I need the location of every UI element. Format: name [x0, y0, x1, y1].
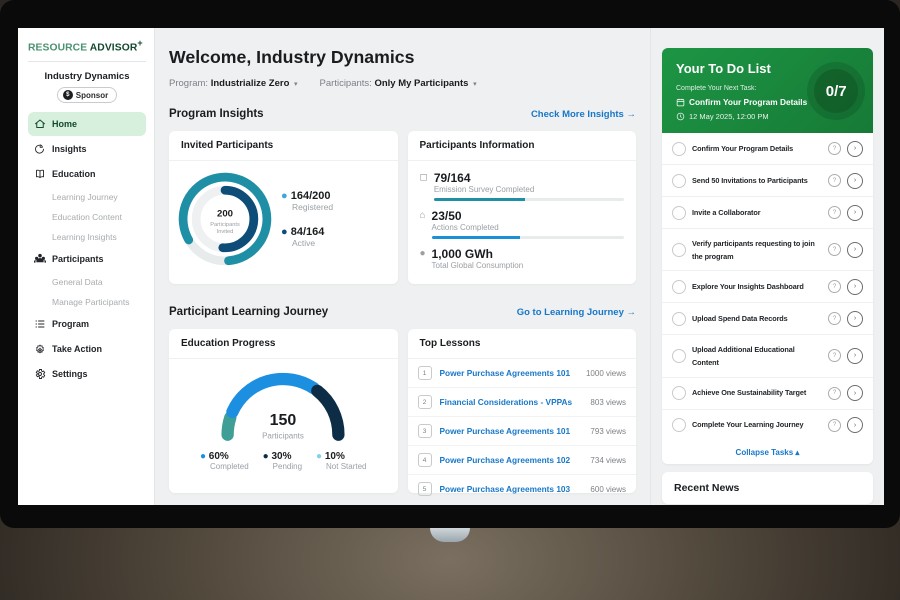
svg-text:Participants: Participants [210, 222, 240, 228]
svg-text:Invited: Invited [217, 229, 234, 235]
svg-text:200: 200 [217, 208, 233, 219]
svg-text:Participants: Participants [262, 431, 304, 440]
svg-text:150: 150 [270, 412, 297, 429]
